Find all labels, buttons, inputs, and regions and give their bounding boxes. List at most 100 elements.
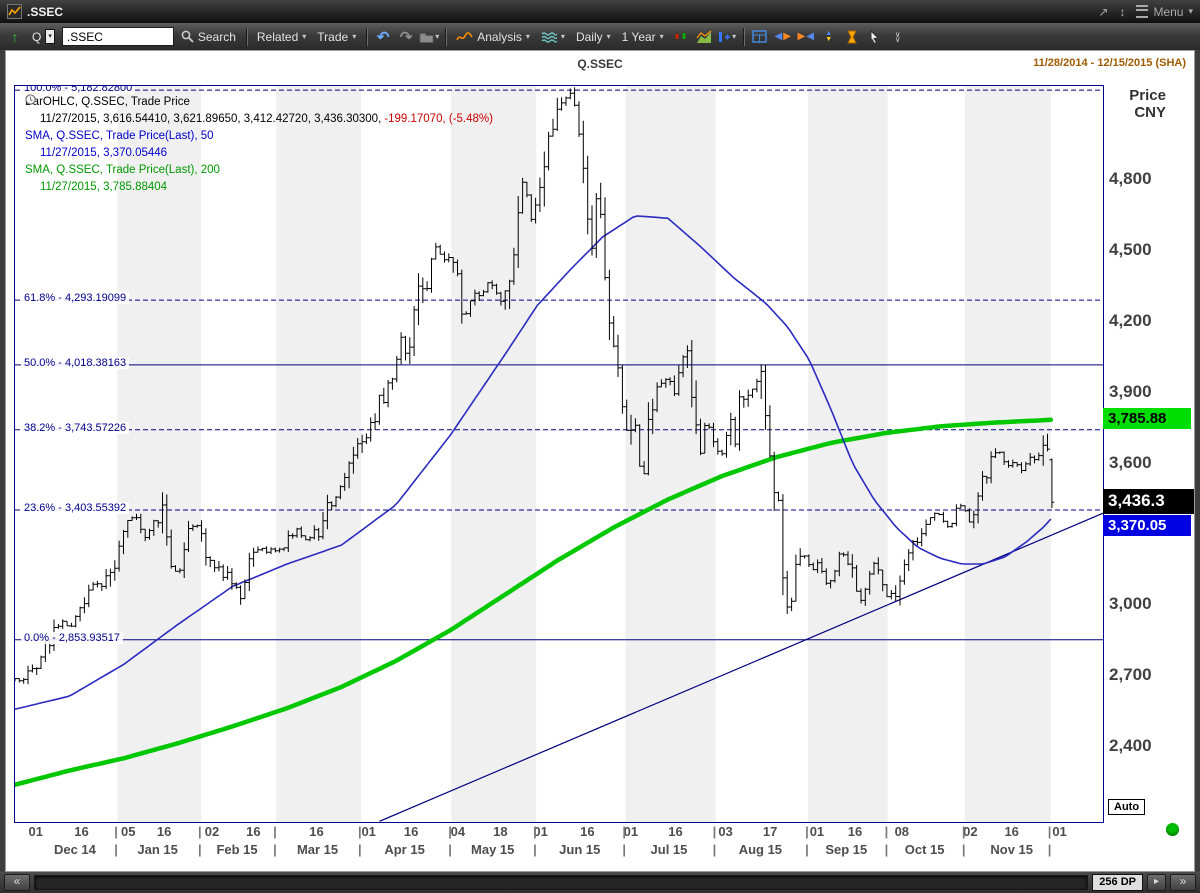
x-axis-day-label: 16: [74, 824, 89, 839]
related-dropdown[interactable]: Related ▾: [253, 28, 310, 46]
x-axis-month-label: Sep 15: [825, 842, 868, 857]
price-axis-label: Price: [1129, 87, 1166, 104]
x-axis-day-label: 18: [493, 824, 508, 839]
chart-panel: Q.SSEC 11/28/2014 - 12/15/2015 (SHA) Bar…: [5, 50, 1195, 872]
triangle-left-icon: ◀: [806, 31, 814, 42]
chevron-down-icon: ▾: [560, 32, 565, 41]
y-axis-label: 3,000: [1109, 594, 1152, 614]
ohlc-bars: [15, 87, 1055, 685]
chevron-down-icon: ▾: [352, 32, 357, 41]
x-axis-month-row: | | | | | | | | | | | | Dec 14 Jan 15 Feb 15 Mar 15 Apr …: [14, 842, 1102, 859]
y-axis-label: 4,800: [1109, 169, 1152, 189]
x-axis-day-label: 04: [450, 824, 466, 839]
export-dropdown[interactable]: ▾: [419, 27, 439, 47]
toolbar-divider: [366, 27, 368, 46]
y-axis-label: 4,200: [1109, 311, 1152, 331]
related-label: Related: [256, 29, 299, 44]
scroll-left-right-button[interactable]: ◀ ▶: [773, 27, 793, 47]
chart-date-range: 11/28/2014 - 12/15/2015 (SHA): [1033, 57, 1186, 69]
x-axis-separator: |: [533, 842, 537, 857]
price-flag: 3,785.88: [1103, 408, 1191, 430]
x-axis-separator: |: [273, 824, 277, 839]
triangle-right-icon: ▶: [783, 31, 791, 42]
price-flag: 3,370.05: [1103, 514, 1191, 536]
scroll-left-button[interactable]: «: [4, 874, 30, 891]
undo-icon: ↶: [376, 28, 390, 46]
popout-icon[interactable]: ↗: [1098, 4, 1109, 19]
x-axis-month-label: Aug 15: [738, 842, 783, 857]
toolbar-divider: [742, 27, 744, 46]
month-stripe: [117, 86, 202, 822]
analysis-dropdown[interactable]: Analysis ▾: [452, 28, 534, 46]
range-dropdown[interactable]: 1 Year ▾: [618, 28, 668, 46]
chart-title: Q.SSEC: [577, 57, 623, 71]
time-interval-button[interactable]: [842, 27, 862, 47]
search-icon: [181, 30, 194, 43]
compress-expand-button[interactable]: ▶ ◀: [796, 27, 816, 47]
candlestick-chart-icon: [675, 30, 686, 43]
legend-ohlc-title: BarOHLC, Q.SSEC, Trade Price: [25, 96, 190, 108]
chevron-down-icon: ▾: [606, 32, 611, 41]
x-axis-day-row: 01 16 05 16 02 16 16 01 16 04 18 01 16 01 16 03 17 01 16 08…: [14, 824, 1102, 841]
symbol-input[interactable]: [61, 27, 174, 46]
undo-button[interactable]: ↶: [373, 27, 393, 47]
scroll-right-button[interactable]: »: [1170, 874, 1196, 891]
x-axis-separator: |: [357, 842, 362, 857]
trade-dropdown[interactable]: Trade ▾: [313, 28, 360, 46]
x-axis-month-label: Dec 14: [53, 842, 96, 857]
y-axis-label: 4,500: [1109, 240, 1152, 260]
menu-button[interactable]: Menu ▾: [1136, 5, 1193, 19]
x-axis-day-label: 17: [762, 824, 778, 839]
fib-level-label: 23.6% - 3,403.55392: [21, 502, 130, 515]
indicator-dropdown[interactable]: ▾: [537, 29, 569, 45]
x-axis-separator: |: [114, 824, 118, 839]
x-axis-month-label: Jun 15: [559, 842, 601, 857]
x-axis-day-label: 16: [1004, 824, 1019, 839]
x-axis-separator: |: [712, 842, 717, 857]
vertical-scale-button[interactable]: ▲ ▼: [819, 27, 839, 47]
sma200-line: [15, 417, 1054, 787]
fib-level-label: 38.2% - 3,743.57226: [21, 421, 130, 434]
x-axis-separator: |: [198, 842, 202, 857]
x-axis-day-label: 02: [963, 824, 978, 839]
fib-level-label: 61.8% - 4,293.19099: [21, 292, 130, 305]
x-axis-day-label: 01: [533, 824, 548, 839]
fib-level-label: 100.0% - 5,182.82800: [21, 86, 136, 95]
chevron-down-icon: ▾: [45, 29, 55, 44]
x-axis-month-label: Feb 15: [216, 842, 258, 857]
auto-scale-button[interactable]: Auto: [1108, 799, 1146, 815]
step-right-button[interactable]: ▸: [1147, 874, 1166, 891]
area-chart-button[interactable]: [694, 27, 714, 47]
interval-dropdown[interactable]: Daily ▾: [572, 28, 615, 46]
y-axis-label: 2,400: [1109, 735, 1152, 755]
window-title: .SSEC: [27, 4, 64, 19]
x-axis-separator: |: [448, 842, 452, 857]
more-tools-button[interactable]: ∨ ∨: [888, 27, 908, 47]
add-scale-button[interactable]: ▾: [717, 27, 737, 47]
resize-icon[interactable]: ↕: [1119, 4, 1126, 19]
layout-grid-button[interactable]: [750, 27, 770, 47]
price-chart-plot[interactable]: BarOHLC, Q.SSEC, Trade Price 11/27/2015,…: [14, 85, 1104, 823]
x-axis-separator: |: [1047, 842, 1052, 857]
area-chart-icon: [696, 30, 712, 43]
x-axis-day-label: 01: [1052, 824, 1067, 839]
quote-up-button[interactable]: ↑: [5, 27, 25, 47]
search-button[interactable]: Search: [177, 28, 240, 46]
chevron-down-icon: ▾: [1188, 6, 1193, 16]
clock-icon[interactable]: [25, 94, 36, 105]
scrollbar-track[interactable]: [34, 875, 1089, 890]
cursor-mode-button[interactable]: [865, 27, 885, 47]
x-axis-separator: |: [357, 824, 362, 839]
x-axis-day-label: 16: [580, 824, 595, 839]
x-axis-separator: |: [622, 824, 626, 839]
chart-legend: BarOHLC, Q.SSEC, Trade Price 11/27/2015,…: [25, 94, 493, 196]
x-axis-separator: |: [448, 824, 452, 839]
sma50-line: [15, 215, 1052, 710]
redo-button[interactable]: ↷: [396, 27, 416, 47]
chart-style-button[interactable]: [671, 27, 691, 47]
quote-type-dropdown[interactable]: Q ▾: [28, 27, 59, 46]
x-axis-month-label: May 15: [471, 842, 515, 857]
month-stripe: [964, 86, 1051, 822]
x-axis-separator: |: [114, 842, 118, 857]
